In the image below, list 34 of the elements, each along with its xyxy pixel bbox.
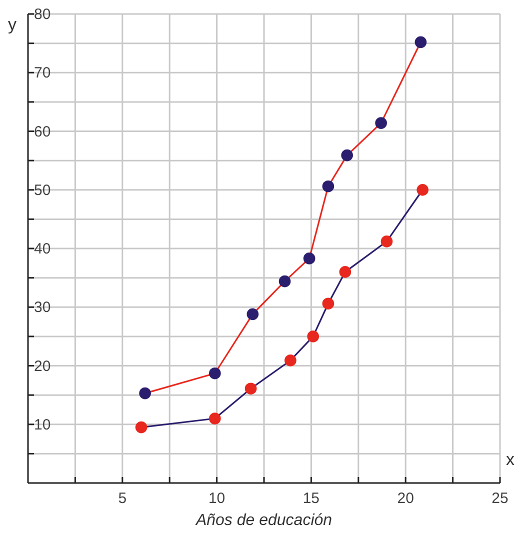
point xyxy=(416,184,429,196)
point xyxy=(303,252,316,264)
point xyxy=(139,387,151,400)
point xyxy=(341,149,353,162)
x-axis-title: Años de educación xyxy=(194,512,332,529)
x-tick-label: 15 xyxy=(302,490,320,507)
y-axis-title: y xyxy=(8,15,17,34)
point xyxy=(339,266,352,278)
point xyxy=(208,412,221,424)
y-tick-label: 40 xyxy=(34,240,51,258)
y-tick-label: 60 xyxy=(34,123,51,140)
point xyxy=(284,354,296,366)
y-tick-label: 50 xyxy=(34,182,51,199)
x-tick-label: 20 xyxy=(397,490,414,507)
x-tick-label: 25 xyxy=(492,490,508,507)
y-tick-label: 10 xyxy=(34,416,51,434)
point xyxy=(380,236,393,248)
y-tick-label: 80 xyxy=(34,6,51,23)
point xyxy=(278,275,291,288)
point xyxy=(208,367,221,380)
x-tick-label: 5 xyxy=(118,490,127,507)
point xyxy=(322,180,334,192)
point xyxy=(244,382,257,395)
point xyxy=(322,298,334,310)
point xyxy=(307,330,320,342)
point xyxy=(135,421,148,434)
point xyxy=(414,36,427,48)
point xyxy=(246,308,259,320)
text: x xyxy=(506,450,515,469)
y-tick-label: 70 xyxy=(34,64,51,82)
y-tick-label: 30 xyxy=(34,299,51,316)
point xyxy=(375,117,387,129)
x-tick-label: 10 xyxy=(208,490,226,507)
y-tick-label: 20 xyxy=(34,358,51,375)
